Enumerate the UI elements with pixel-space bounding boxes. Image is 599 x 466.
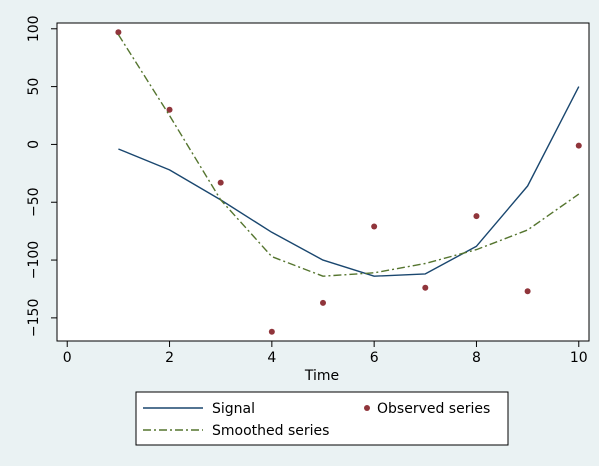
legend-label-observed: Observed series xyxy=(377,401,490,417)
x-tick-label: 10 xyxy=(570,350,588,366)
legend-key-observed xyxy=(364,405,370,411)
x-axis: 0 2 4 6 8 10 xyxy=(63,341,588,366)
legend: Signal Observed series Smoothed series xyxy=(135,391,509,446)
y-tick-label: 0 xyxy=(26,140,42,149)
series-line-signal xyxy=(118,86,580,277)
x-tick-label: 2 xyxy=(165,350,174,366)
y-tick-label: −50 xyxy=(26,187,42,217)
data-point-observed-series xyxy=(217,179,224,186)
data-point-observed-series xyxy=(422,284,429,291)
x-axis-label: Time xyxy=(304,368,339,384)
y-tick-label: −100 xyxy=(26,241,42,279)
data-point-observed-series xyxy=(524,288,531,295)
data-point-observed-series xyxy=(320,299,326,306)
legend-label-signal: Signal xyxy=(212,401,255,417)
legend-label-smoothed: Smoothed series xyxy=(212,423,329,439)
plot-marks xyxy=(115,29,582,335)
data-point-observed-series xyxy=(575,142,582,149)
y-tick-label: 50 xyxy=(26,78,42,96)
data-point-observed-series xyxy=(473,213,480,220)
data-point-observed-series xyxy=(371,223,378,230)
y-tick-label: −150 xyxy=(26,299,42,337)
series-line-smoothed-series xyxy=(117,34,580,277)
legend-box xyxy=(135,391,509,446)
data-point-observed-series xyxy=(268,328,275,335)
x-tick-label: 6 xyxy=(370,350,379,366)
plot-area xyxy=(56,22,590,342)
data-point-observed-series xyxy=(115,29,122,36)
x-tick-label: 0 xyxy=(63,350,72,366)
x-tick-label: 4 xyxy=(267,350,276,366)
data-point-observed-series xyxy=(166,106,173,113)
y-axis: 100 50 0 −50 −100 −150 xyxy=(26,15,57,337)
x-tick-label: 8 xyxy=(472,350,481,366)
y-tick-label: 100 xyxy=(26,15,42,42)
